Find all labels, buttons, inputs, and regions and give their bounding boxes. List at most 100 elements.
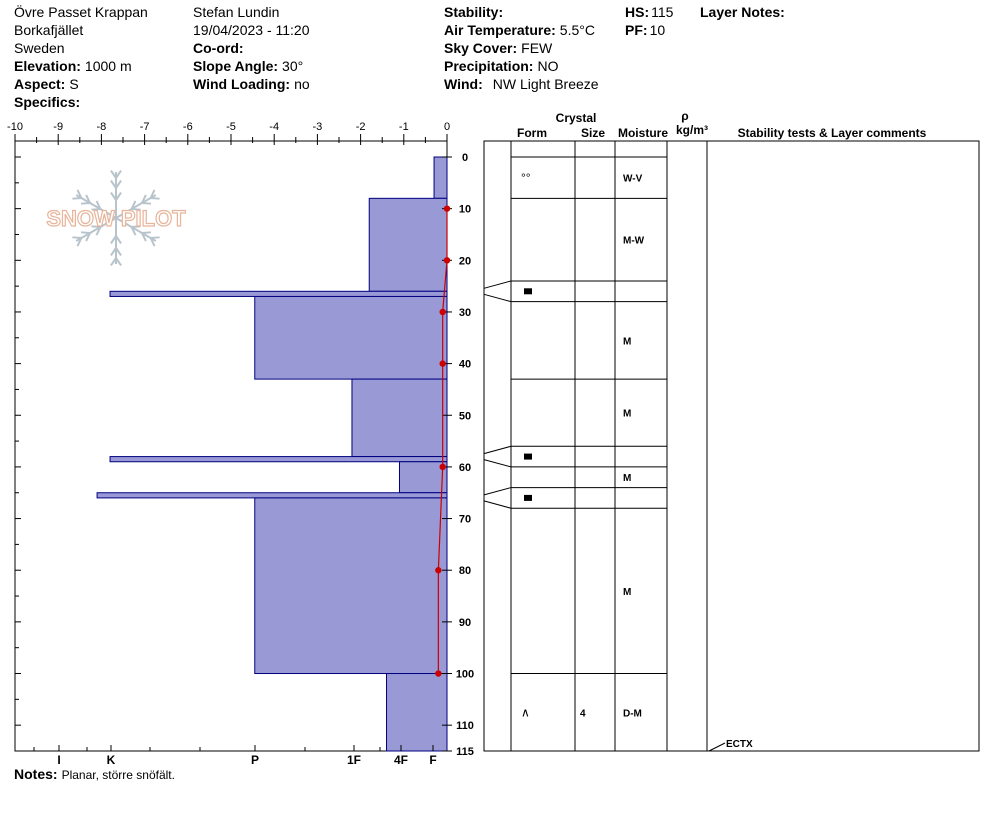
layer-table: Crystal Form Size Moisture ρkg/m³ Stability t…	[483, 109, 980, 752]
pf-value: 10	[649, 22, 666, 38]
stability-label: Stability:	[444, 4, 504, 20]
layer-connector	[483, 500, 512, 509]
snowflake-branch	[141, 232, 147, 242]
temperature-point	[435, 670, 442, 677]
snowflake-branch	[91, 208, 101, 211]
air-temp-value: 5.5°C	[559, 22, 595, 38]
moisture-label: M	[623, 336, 631, 347]
slope-label: Slope Angle:	[193, 58, 279, 74]
area-name: Borkafjället	[14, 22, 84, 38]
moisture-label: M	[623, 587, 631, 598]
top-axis-tick-label: -7	[140, 121, 150, 133]
snowflake-branch	[95, 200, 102, 210]
hardness-bar	[96, 492, 448, 499]
elevation-value: 1000 m	[84, 58, 132, 74]
coord-label: Co-ord:	[193, 40, 244, 56]
temperature-point	[439, 308, 446, 316]
depth-tick-label: 90	[459, 617, 471, 629]
snowflake-branch	[141, 231, 152, 234]
layer-connector	[483, 445, 512, 455]
hardness-bar	[386, 673, 448, 752]
temperature-point	[443, 257, 451, 264]
snowflake-branch	[110, 257, 117, 266]
header-form: Form	[517, 126, 547, 140]
aspect-value: S	[69, 76, 79, 92]
snowflake-branch	[110, 170, 117, 179]
layer-notes-label: Layer Notes:	[700, 4, 785, 20]
depth-tick-label: 115	[456, 746, 474, 758]
hs-value: 115	[651, 4, 674, 20]
snowflake-branch	[115, 257, 122, 266]
snowflake-arm	[115, 217, 157, 242]
elevation-label: Elevation:	[14, 58, 81, 74]
depth-tick-label: 80	[459, 565, 471, 577]
snowflake-branch	[141, 202, 152, 205]
precip-value: NO	[537, 58, 559, 74]
header-density-unit: kg/m³	[676, 123, 708, 137]
grain-size-label: 4	[580, 708, 586, 719]
bottom-axis-tick-label: F	[429, 753, 436, 767]
depth-tick-label: 0	[462, 152, 468, 164]
grain-form-label: °°	[521, 171, 531, 185]
snowflake-branch	[91, 225, 101, 228]
snowflake-branch	[85, 232, 91, 242]
elevation-row: Elevation: 1000 m	[14, 57, 148, 75]
depth-tick-label: 70	[459, 514, 471, 526]
top-axis-tick-label: -5	[226, 121, 236, 133]
aspect-row: Aspect: S	[14, 75, 148, 93]
snowflake-arm	[75, 194, 117, 219]
specifics-label: Specifics:	[14, 94, 81, 110]
coord-row: Co-ord:	[193, 39, 310, 57]
stability-test-pointer	[708, 742, 726, 752]
aspect-label: Aspect:	[14, 76, 66, 92]
grain-form-symbol	[524, 453, 532, 460]
air-temp-label: Air Temperature:	[444, 22, 556, 38]
depth-tick-label: 30	[459, 307, 471, 319]
hardness-bar	[109, 290, 448, 297]
location-block: Övre Passet Krappan Borkafjället Sweden …	[14, 3, 148, 111]
header-stability: Stability tests & Layer comments	[738, 126, 927, 140]
top-axis-tick-label: -10	[7, 121, 23, 133]
country-name: Sweden	[14, 40, 65, 56]
notes-row: Notes: Planar, större snöfält.	[14, 766, 175, 782]
grain-form-symbol	[524, 288, 532, 295]
layer-connector	[483, 487, 512, 496]
snowflake-branch	[76, 189, 83, 199]
air-temp-row: Air Temperature: 5.5°C	[444, 21, 599, 39]
grain-form-symbol	[524, 494, 532, 501]
layer-notes-block: Layer Notes:	[700, 3, 785, 21]
hardness-bar	[109, 456, 448, 463]
precip-row: Precipitation: NO	[444, 57, 599, 75]
snowflake-arm	[75, 217, 117, 242]
snowflake-branch	[110, 180, 117, 189]
snowflake-branch	[131, 225, 141, 228]
table-frame	[483, 140, 980, 752]
top-axis-tick-label: -1	[399, 121, 409, 133]
header-moisture: Moisture	[618, 126, 668, 140]
hardness-bar	[254, 295, 448, 380]
sky-label: Sky Cover:	[444, 40, 518, 56]
bottom-axis-tick-label: 1F	[347, 753, 361, 767]
hardness-bar	[351, 378, 448, 458]
snowflake-branch	[76, 237, 83, 247]
wind-loading-value: no	[294, 76, 310, 92]
depth-tick-label: 20	[459, 255, 471, 267]
snowpilot-logo: SNOW PILOT	[46, 170, 187, 266]
snowflake-branch	[130, 226, 137, 236]
observer-block: Stefan Lundin 19/04/2023 - 11:20 Co-ord:…	[193, 3, 310, 93]
notes-label: Notes:	[14, 766, 58, 782]
top-axis-tick-label: -2	[356, 121, 366, 133]
location-name: Övre Passet Krappan	[14, 4, 148, 20]
pf-label: PF:	[625, 22, 648, 38]
snowflake-branch	[150, 197, 160, 200]
layer-connector	[483, 293, 512, 303]
snowflake-branch	[131, 208, 141, 211]
moisture-label: D-M	[623, 708, 642, 719]
slope-row: Slope Angle: 30°	[193, 57, 310, 75]
top-axis-tick-label: 0	[444, 121, 450, 133]
pf-row: PF: 10	[625, 21, 673, 39]
hardness-bar	[433, 156, 448, 199]
grain-form-label: ∧	[521, 705, 530, 719]
snowflake-branch	[130, 200, 137, 210]
snowflake-icon	[72, 170, 160, 266]
